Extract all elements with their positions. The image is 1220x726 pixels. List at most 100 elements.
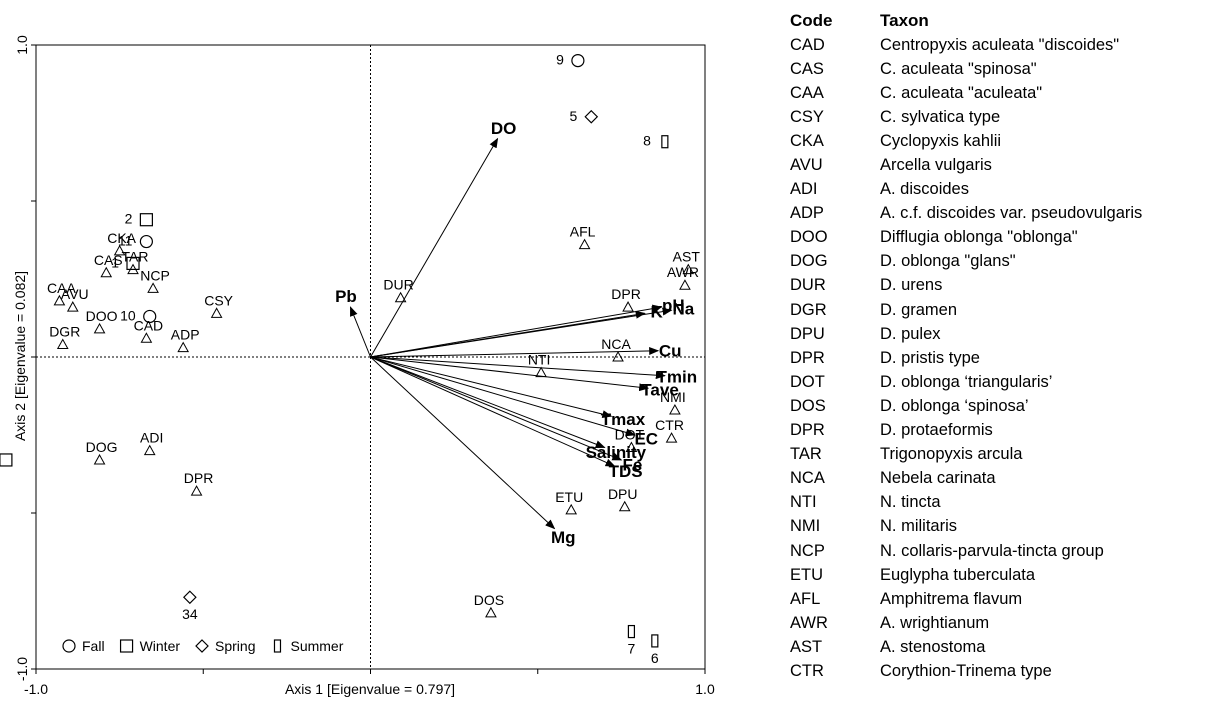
vector-arrow	[370, 307, 673, 358]
vector-label: Tave	[641, 381, 679, 400]
cell-code: NTI	[790, 493, 817, 512]
cell-taxon: D. pulex	[880, 324, 941, 343]
vector-label: Cu	[659, 341, 682, 360]
vector-arrow	[370, 356, 666, 380]
legend-symbol	[195, 639, 209, 653]
table-row: ETU Euglypha tuberculata	[790, 563, 1218, 587]
species-point	[622, 301, 634, 312]
cell-code: AVU	[790, 156, 823, 175]
cell-taxon: A. wrightianum	[880, 613, 990, 632]
cell-code: CAA	[790, 83, 824, 102]
legend-symbol	[119, 639, 134, 653]
x-tick-label: 1.0	[695, 681, 715, 697]
species-label: DOT	[615, 426, 645, 442]
species-label: ETU	[555, 489, 583, 505]
cell-taxon: D. gramen	[880, 300, 958, 319]
cell-taxon: A. c.f. discoides var. pseudovulgaris	[880, 204, 1143, 223]
species-label: CTR	[655, 417, 684, 433]
table-row: DPR D. protaeformis	[790, 419, 1218, 443]
species-label: TAR	[122, 249, 149, 265]
sample-point	[627, 624, 636, 639]
species-point	[618, 500, 631, 512]
vector-label: Na	[673, 299, 695, 318]
cell-taxon: Trigonopyxis arcula	[880, 445, 1023, 464]
cell-taxon: D. oblonga ‘spinosa’	[880, 396, 1029, 415]
species-point	[140, 332, 153, 343]
cell-code: DGR	[790, 300, 827, 319]
sample-label: 34	[182, 606, 198, 622]
vector-arrow	[370, 137, 499, 358]
cell-taxon: Arcella vulgaris	[880, 156, 992, 175]
species-label: CKA	[107, 230, 136, 246]
sample-label: 8	[643, 133, 651, 149]
species-point	[147, 282, 159, 293]
cell-code: CSY	[790, 107, 824, 126]
table-header: Code Taxon	[790, 9, 1218, 33]
cell-code: DPU	[790, 324, 825, 343]
sample-label: 1	[111, 254, 119, 270]
cell-code: ADI	[790, 180, 818, 199]
cell-code: AST	[790, 637, 823, 656]
legend-symbol	[273, 639, 282, 653]
species-label: CAD	[134, 317, 164, 333]
table-row: CAD Centropyxis aculeata "discoides"	[790, 33, 1218, 57]
vector-arrow	[370, 356, 613, 419]
table-row: NCA Nebela carinata	[790, 467, 1218, 491]
species-label: DGR	[49, 324, 80, 340]
table-row: CSY C. sylvatica type	[790, 105, 1218, 129]
species-label: AWR	[667, 264, 699, 280]
sample-label: 11	[118, 233, 133, 249]
cell-code: DUR	[790, 276, 826, 295]
cell-code: DOO	[790, 228, 828, 247]
species-label: DOS	[474, 592, 504, 608]
table-row: AFL Amphitrema flavum	[790, 587, 1218, 611]
x-tick-label: -1.0	[24, 681, 48, 697]
table-row: CTR Corythion-Trinema type	[790, 659, 1218, 683]
table-row: CAS C. aculeata "spinosa"	[790, 57, 1218, 81]
species-point	[190, 485, 203, 496]
species-label: CAS	[94, 252, 123, 268]
sample-point	[661, 135, 669, 149]
table-row: DUR D. urens	[790, 274, 1218, 298]
cell-taxon: D. pristis type	[880, 348, 980, 367]
cell-code: CKA	[790, 131, 824, 150]
cell-code: CAD	[790, 35, 825, 54]
table-row: DOO Difflugia oblonga "oblonga"	[790, 226, 1218, 250]
sample-point	[183, 590, 197, 605]
cell-taxon: A. discoides	[880, 180, 969, 199]
cell-code: DOT	[790, 372, 825, 391]
y-axis-label: Axis 2 [Eigenvalue = 0.082]	[12, 271, 28, 441]
cell-taxon: Amphitrema flavum	[880, 589, 1023, 608]
table-row: ADI A. discoides	[790, 178, 1218, 202]
table-row: DGR D. gramen	[790, 298, 1218, 322]
vector-label: Tmin	[657, 367, 698, 386]
table-row: DPR D. pristis type	[790, 346, 1218, 370]
cell-taxon: N. tincta	[880, 493, 941, 512]
species-point	[113, 244, 126, 256]
vector-label: Fe	[623, 456, 643, 475]
sample-label: 2	[125, 211, 133, 227]
species-point	[679, 279, 691, 290]
species-point	[177, 341, 190, 353]
cell-code: TAR	[790, 445, 822, 464]
cell-code: NCA	[790, 469, 825, 488]
species-point	[578, 238, 591, 250]
sample-point	[0, 453, 13, 467]
species-point	[665, 432, 678, 443]
sample-point	[584, 109, 599, 124]
cell-code: CTR	[790, 661, 824, 680]
table-row: NCP N. collaris-parvula-tincta group	[790, 539, 1218, 563]
header-taxon: Taxon	[880, 11, 929, 30]
cell-taxon: D. oblonga "glans"	[880, 252, 1016, 271]
species-point	[612, 350, 624, 362]
cell-taxon: A. stenostoma	[880, 637, 986, 656]
species-point	[669, 404, 681, 415]
cell-taxon: D. urens	[880, 276, 943, 295]
vector-arrow	[370, 304, 663, 358]
sample-point	[571, 53, 585, 68]
cell-taxon: D. oblonga ‘triangularis’	[880, 372, 1053, 391]
vector-label: Salinity	[586, 443, 647, 462]
legend-label: Summer	[290, 638, 343, 654]
cell-taxon: Nebela carinata	[880, 469, 996, 488]
